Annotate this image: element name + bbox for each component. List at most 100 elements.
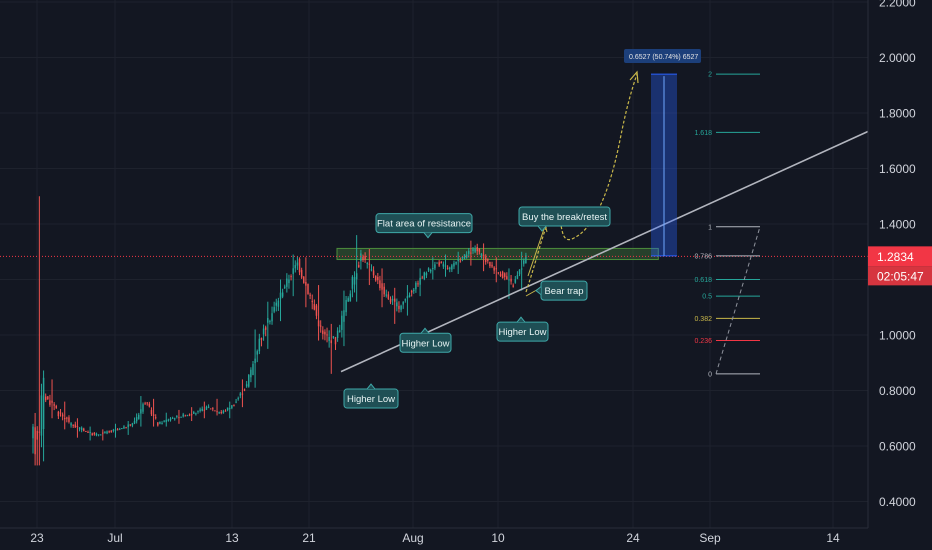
candle[interactable] bbox=[415, 281, 417, 293]
candle[interactable] bbox=[131, 422, 134, 428]
candle[interactable] bbox=[286, 273, 288, 293]
candle[interactable] bbox=[487, 258, 489, 264]
candle[interactable] bbox=[222, 409, 225, 414]
candle[interactable] bbox=[184, 414, 187, 417]
candle[interactable] bbox=[474, 245, 476, 254]
candle[interactable] bbox=[512, 283, 514, 288]
candle[interactable] bbox=[347, 296, 349, 303]
candle[interactable] bbox=[207, 404, 210, 409]
candle[interactable] bbox=[186, 414, 189, 417]
candle[interactable] bbox=[216, 398, 218, 416]
candle[interactable] bbox=[324, 329, 326, 341]
candle[interactable] bbox=[228, 401, 231, 419]
candle[interactable] bbox=[40, 383, 43, 448]
candle[interactable] bbox=[406, 285, 409, 316]
candle[interactable] bbox=[146, 402, 148, 406]
candle[interactable] bbox=[61, 412, 64, 421]
candle[interactable] bbox=[195, 412, 197, 416]
candle[interactable] bbox=[396, 298, 398, 312]
annotation-callout[interactable]: Higher Low bbox=[343, 383, 399, 409]
candle[interactable] bbox=[252, 361, 254, 376]
candle[interactable] bbox=[171, 416, 174, 419]
candle[interactable] bbox=[448, 266, 451, 273]
candle[interactable] bbox=[413, 287, 415, 294]
candle[interactable] bbox=[125, 426, 127, 429]
candle[interactable] bbox=[489, 261, 491, 269]
candle[interactable] bbox=[476, 243, 478, 256]
candle[interactable] bbox=[112, 428, 115, 433]
candle[interactable] bbox=[258, 333, 261, 355]
candle[interactable] bbox=[267, 301, 269, 349]
candle[interactable] bbox=[218, 411, 220, 415]
candle[interactable] bbox=[438, 260, 440, 267]
candle[interactable] bbox=[63, 401, 66, 430]
candle[interactable] bbox=[425, 271, 428, 279]
candle[interactable] bbox=[188, 413, 191, 417]
candle[interactable] bbox=[326, 327, 328, 343]
candle[interactable] bbox=[78, 427, 81, 432]
candle[interactable] bbox=[336, 327, 339, 342]
candle[interactable] bbox=[484, 254, 487, 265]
price-axis[interactable]: 2.20002.00001.80001.60001.40001.20001.00… bbox=[867, 0, 932, 550]
candle[interactable] bbox=[317, 285, 320, 341]
candle[interactable] bbox=[254, 329, 256, 388]
candle[interactable] bbox=[116, 428, 119, 431]
candle[interactable] bbox=[508, 268, 510, 299]
candle[interactable] bbox=[106, 430, 108, 435]
candle[interactable] bbox=[387, 291, 390, 300]
candle[interactable] bbox=[83, 427, 85, 432]
candle[interactable] bbox=[457, 251, 459, 274]
candle[interactable] bbox=[349, 290, 352, 302]
candle[interactable] bbox=[391, 295, 394, 305]
candle[interactable] bbox=[197, 410, 199, 414]
candle[interactable] bbox=[144, 401, 146, 405]
candle[interactable] bbox=[364, 252, 366, 263]
candle[interactable] bbox=[38, 196, 41, 466]
annotation-callout[interactable]: Flat area of resistance bbox=[375, 213, 473, 239]
candle[interactable] bbox=[173, 417, 176, 421]
candle[interactable] bbox=[133, 417, 136, 425]
candle[interactable] bbox=[497, 272, 500, 275]
candle[interactable] bbox=[51, 379, 53, 419]
candle[interactable] bbox=[408, 292, 411, 298]
candle[interactable] bbox=[436, 262, 438, 264]
candle[interactable] bbox=[233, 404, 235, 407]
candle[interactable] bbox=[305, 257, 307, 308]
candle[interactable] bbox=[398, 301, 400, 313]
candle[interactable] bbox=[42, 370, 45, 462]
candle[interactable] bbox=[138, 412, 140, 420]
candle[interactable] bbox=[309, 292, 311, 300]
candle[interactable] bbox=[315, 303, 318, 320]
candle[interactable] bbox=[290, 274, 292, 281]
candle[interactable] bbox=[44, 393, 47, 403]
candle[interactable] bbox=[402, 301, 404, 309]
candle[interactable] bbox=[345, 296, 347, 316]
candle[interactable] bbox=[95, 432, 98, 437]
candle[interactable] bbox=[400, 304, 402, 313]
candle[interactable] bbox=[250, 367, 252, 383]
fib-extension-layer[interactable]: 2 1.618 1 0.786 0.618 0.5 0.382 0.236 0 bbox=[694, 72, 761, 379]
candle[interactable] bbox=[451, 263, 453, 273]
candle[interactable] bbox=[118, 427, 121, 431]
candle[interactable] bbox=[212, 407, 214, 412]
candle[interactable] bbox=[135, 413, 138, 424]
candle[interactable] bbox=[379, 275, 381, 291]
candle[interactable] bbox=[167, 418, 170, 422]
candle[interactable] bbox=[343, 290, 345, 347]
callouts-layer[interactable]: Flat area of resistance Buy the break/ret… bbox=[343, 206, 611, 409]
candle[interactable] bbox=[480, 253, 483, 259]
candle[interactable] bbox=[248, 374, 250, 388]
candle[interactable] bbox=[292, 254, 294, 297]
candle[interactable] bbox=[142, 402, 144, 414]
candle[interactable] bbox=[358, 261, 360, 268]
candle[interactable] bbox=[121, 427, 123, 430]
candle[interactable] bbox=[241, 379, 244, 408]
candle[interactable] bbox=[209, 408, 212, 410]
candle[interactable] bbox=[421, 275, 423, 279]
candle[interactable] bbox=[264, 325, 267, 337]
candle[interactable] bbox=[97, 434, 100, 437]
candle[interactable] bbox=[510, 274, 512, 285]
candle[interactable] bbox=[127, 421, 129, 435]
candle[interactable] bbox=[262, 324, 265, 341]
candle[interactable] bbox=[108, 430, 110, 434]
